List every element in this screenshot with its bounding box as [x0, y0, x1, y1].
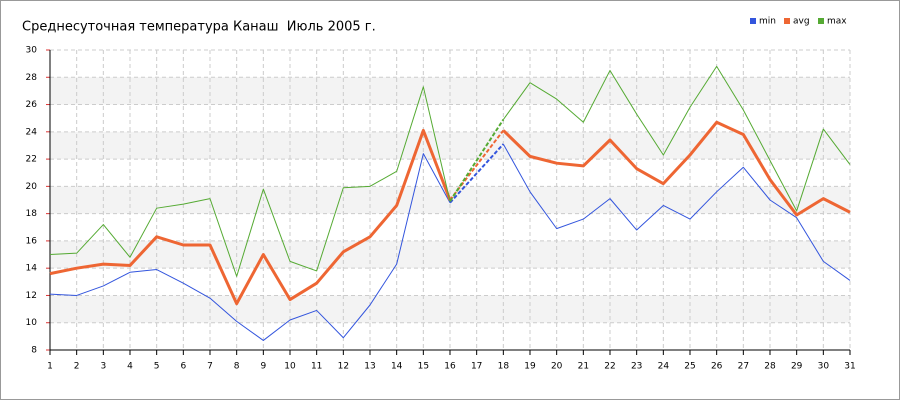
x-tick-label: 30	[818, 362, 830, 372]
series-line	[49, 143, 851, 341]
x-tick-label: 8	[234, 362, 240, 372]
x-tick-label: 17	[471, 362, 482, 372]
x-tick-label: 27	[738, 362, 749, 372]
y-tick-label: 22	[26, 155, 37, 165]
x-tick-label: 18	[498, 362, 510, 372]
legend-label: max	[827, 17, 847, 27]
legend-label: avg	[793, 17, 810, 27]
x-tick-label: 22	[604, 362, 615, 372]
x-tick-label: 20	[551, 362, 563, 372]
y-tick-label: 14	[26, 264, 38, 274]
series-line	[49, 65, 851, 277]
x-tick-label: 19	[524, 362, 536, 372]
legend-swatch	[750, 18, 756, 24]
x-tick-label: 10	[284, 362, 296, 372]
y-tick-label: 20	[26, 182, 38, 192]
x-tick-label: 1	[47, 362, 53, 372]
x-tick-label: 13	[364, 362, 375, 372]
y-tick-label: 18	[26, 209, 38, 219]
gap-connector	[449, 118, 505, 202]
legend-swatch	[818, 18, 824, 24]
x-tick-label: 9	[260, 362, 266, 372]
series-line	[49, 120, 851, 306]
y-tick-label: 30	[26, 46, 38, 56]
x-tick-label: 11	[311, 362, 322, 372]
x-tick-label: 25	[684, 362, 695, 372]
legend-swatch	[784, 18, 790, 24]
y-tick-label: 26	[26, 100, 38, 110]
x-tick-label: 3	[100, 362, 106, 372]
x-tick-label: 15	[418, 362, 429, 372]
x-tick-label: 29	[791, 362, 803, 372]
chart-title: Среднесуточная температура Канаш Июль 20…	[22, 20, 376, 35]
x-tick-label: 2	[74, 362, 80, 372]
legend-label: min	[759, 17, 776, 27]
x-tick-label: 14	[391, 362, 403, 372]
y-tick-label: 10	[26, 318, 38, 328]
x-tick-label: 12	[338, 362, 349, 372]
x-tick-label: 16	[444, 362, 456, 372]
y-tick-label: 16	[26, 236, 38, 246]
y-tick-label: 24	[26, 127, 38, 137]
x-tick-label: 31	[844, 362, 855, 372]
x-tick-label: 26	[711, 362, 723, 372]
y-tick-label: 8	[31, 346, 37, 356]
x-tick-label: 28	[764, 362, 776, 372]
x-tick-label: 4	[127, 362, 133, 372]
y-tick-label: 28	[26, 73, 38, 83]
x-tick-label: 7	[207, 362, 213, 372]
x-tick-label: 23	[631, 362, 642, 372]
x-tick-label: 6	[180, 362, 186, 372]
x-tick-label: 5	[154, 362, 160, 372]
y-tick-label: 12	[26, 291, 37, 301]
x-tick-label: 21	[578, 362, 589, 372]
x-tick-label: 24	[658, 362, 670, 372]
gap-connector	[449, 143, 505, 204]
